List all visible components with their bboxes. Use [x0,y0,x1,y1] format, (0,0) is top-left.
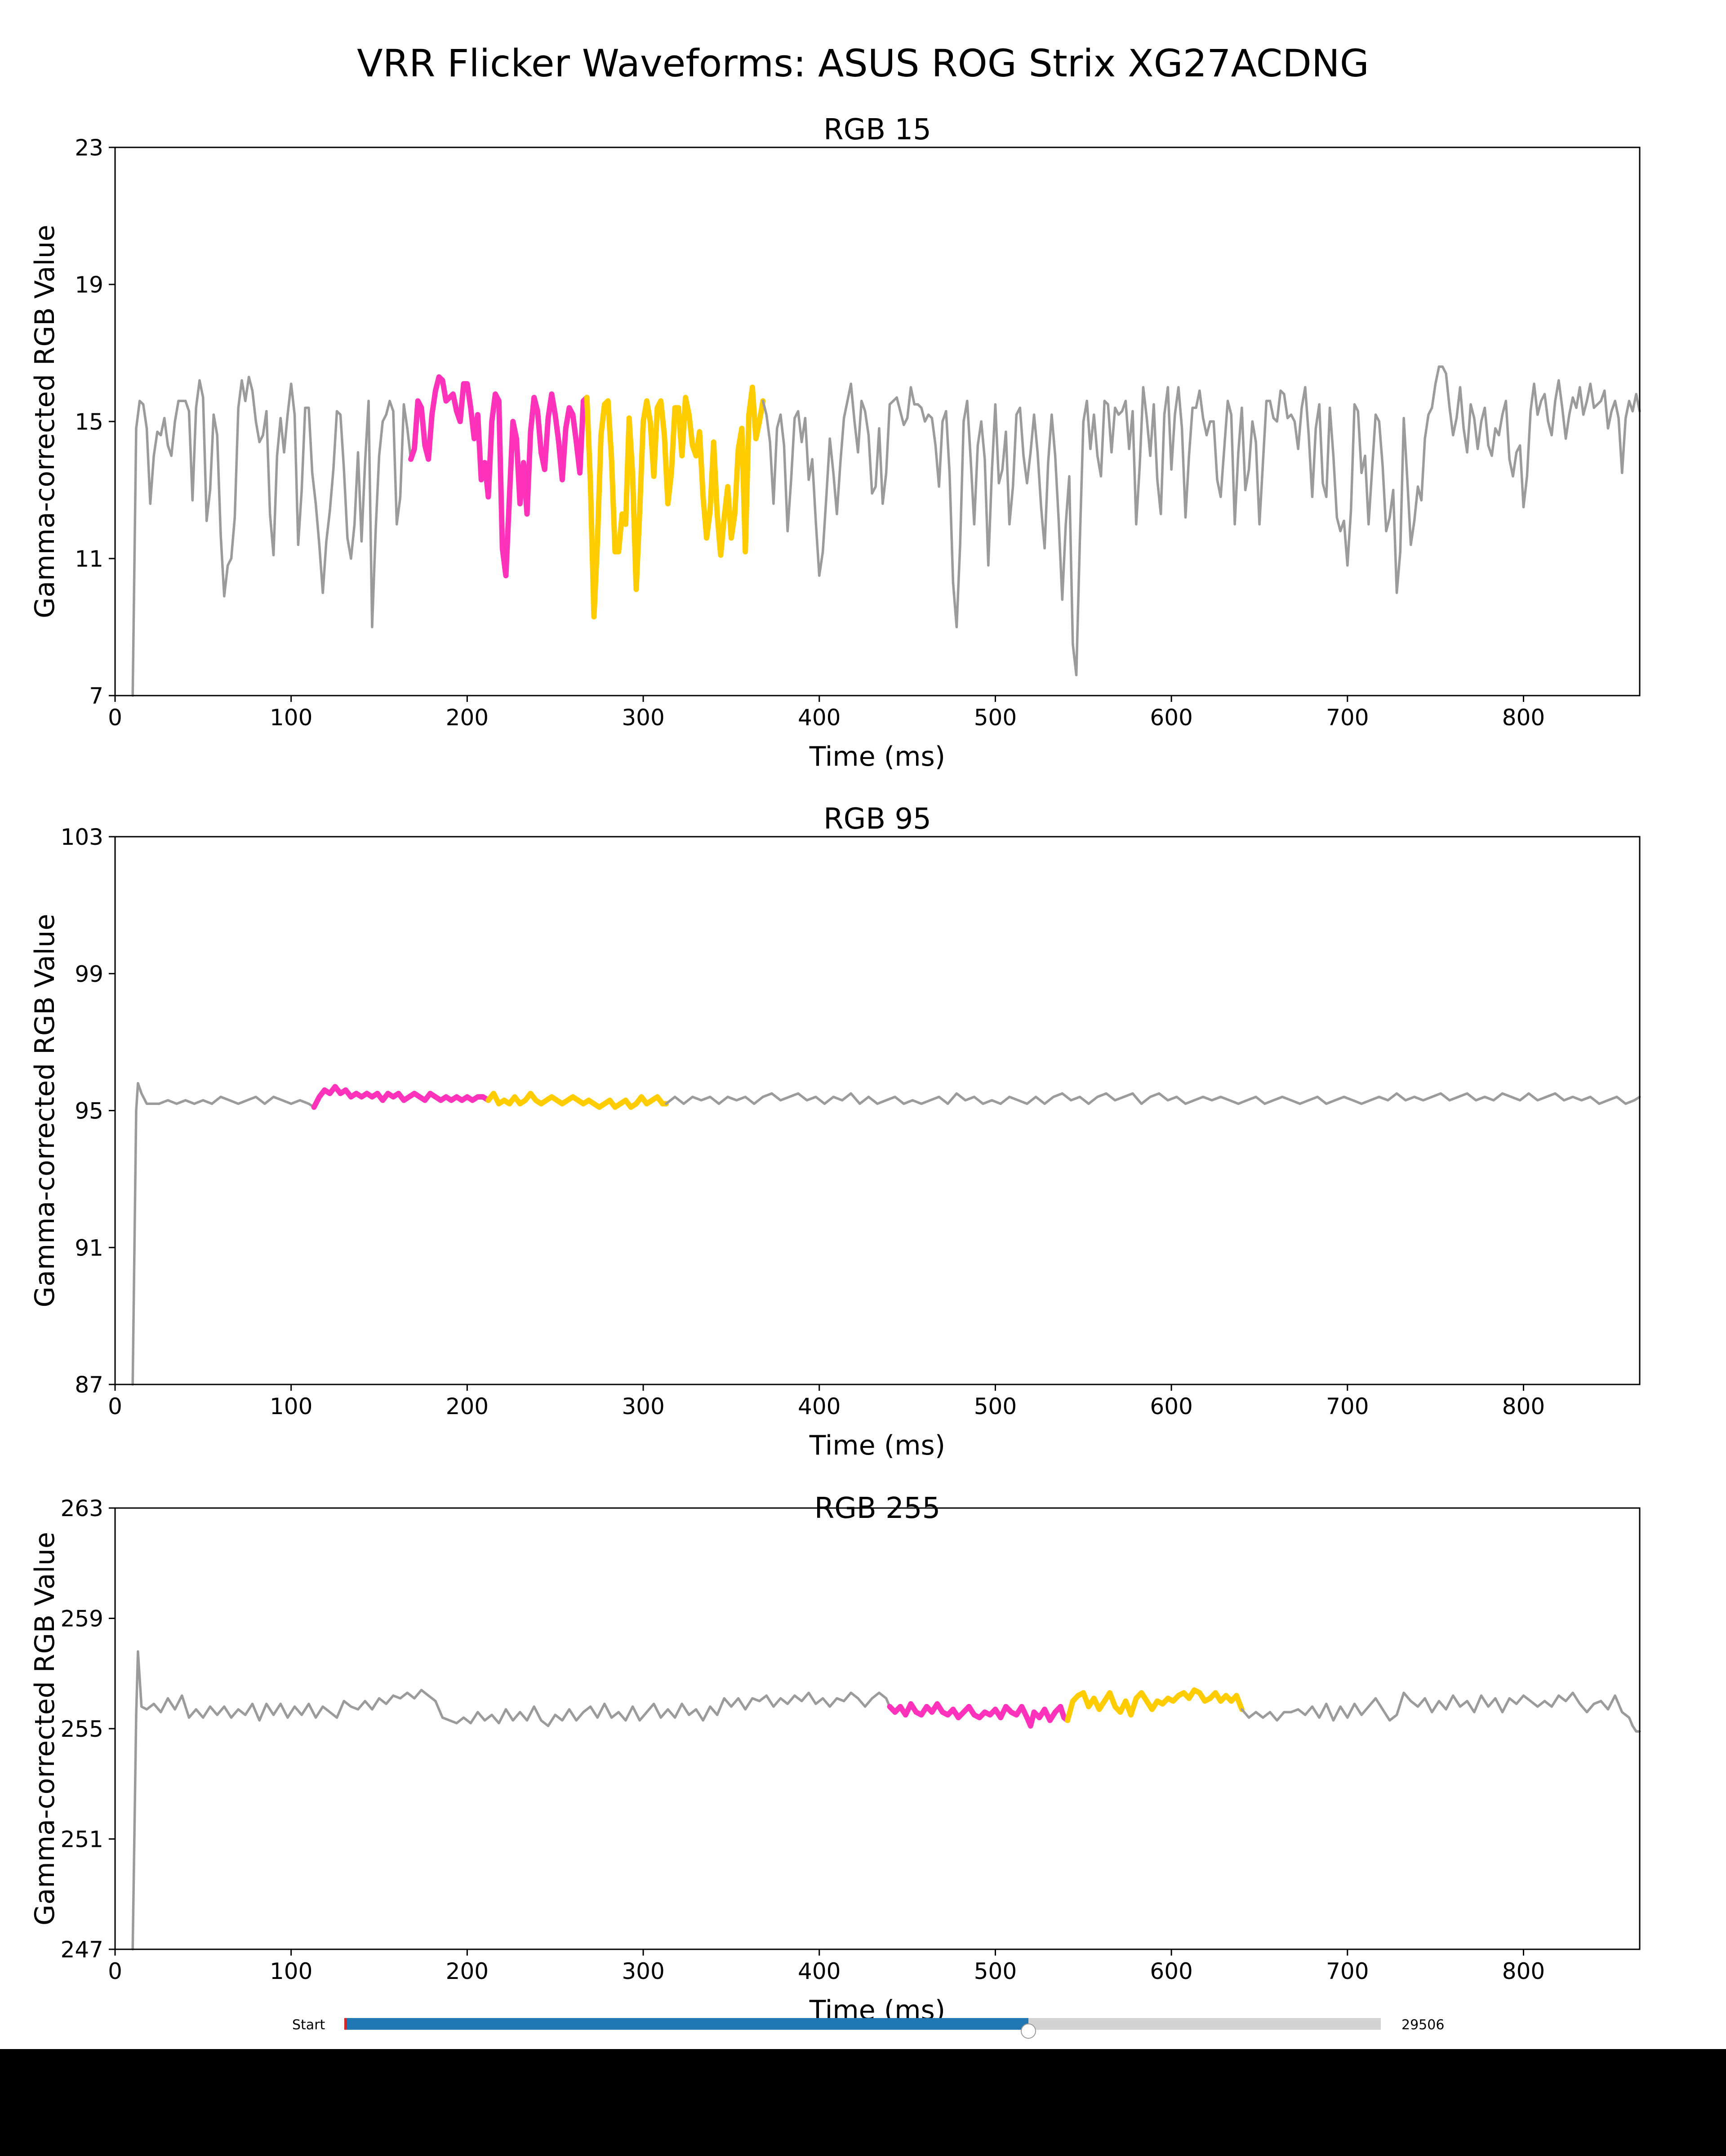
x-tick-label: 700 [1326,1958,1369,1984]
plot-frame-3 [114,1507,1641,1950]
x-tick-label: 0 [108,1958,122,1984]
x-tick-label: 200 [446,1958,489,1984]
plots-canvas: 0 100 200 300 400 500 600 700 800 7 11 15 19 23 RGB 15… [29,113,1641,2026]
y-tick-label: 87 [75,1372,103,1398]
x-tick-label: 100 [270,1393,312,1420]
subplot-title-2: RGB 95 [823,803,931,836]
slider-track[interactable] [344,2018,1381,2039]
series-line-1-2 [408,374,590,579]
x-tick-label: 100 [270,705,312,731]
y-tick-label: 11 [75,546,103,572]
series-line-3-4 [1241,1691,1641,1733]
y-tick-label: 263 [61,1495,103,1522]
x-tick-label: 100 [270,1958,312,1984]
x-tick-label: 500 [974,1393,1017,1420]
slider-value-label: 29506 [1401,2017,1445,2033]
subplot-title-3: RGB 255 [814,1492,940,1525]
black-bottom-bar [0,2049,1726,2156]
figure: VRR Flicker Waveforms: ASUS ROG Strix XG… [29,41,1641,2026]
x-tick-label: 800 [1502,705,1545,731]
x-tick-label: 600 [1150,1393,1192,1420]
x-tick-label: 0 [108,1393,122,1420]
y-tick-label: 19 [75,272,103,298]
x-tick-label: 700 [1326,1393,1369,1420]
y-tick-label: 95 [75,1098,103,1124]
series-line-1-1 [131,376,412,697]
series-line-2-4 [665,1092,1641,1105]
y-axis-label-1: Gamma-corrected RGB Value [29,225,61,618]
x-axis-label-1: Time (ms) [809,741,945,772]
x-tick-label: 300 [622,705,664,731]
x-tick-label: 200 [446,705,489,731]
plot-frame-1 [114,146,1641,696]
y-tick-label: 91 [75,1235,103,1261]
y-tick-label: 103 [61,824,103,850]
x-tick-label: 400 [798,705,841,731]
plot-frame-2 [114,836,1641,1385]
series-line-2-1 [131,1082,316,1386]
y-tick-label: 99 [75,961,103,987]
series-line-2-2 [311,1084,491,1110]
y-tick-label: 23 [75,135,103,161]
slider-handle[interactable] [1020,2023,1036,2039]
slider-start-marker [344,2018,347,2030]
x-tick-label: 800 [1502,1958,1545,1984]
series-line-2-3 [485,1091,669,1110]
y-tick-label: 7 [89,683,103,709]
x-axis-label-2: Time (ms) [809,1430,945,1461]
y-tick-label: 247 [61,1937,103,1963]
series-line-1-4 [761,365,1641,677]
x-tick-label: 500 [974,705,1017,731]
x-tick-label: 700 [1326,705,1369,731]
y-tick-label: 259 [61,1606,103,1632]
frame-slider[interactable]: Start 29506 [0,2011,1726,2039]
x-tick-label: 600 [1150,1958,1192,1984]
x-tick-label: 300 [622,1393,664,1420]
x-tick-label: 500 [974,1958,1017,1984]
y-axis-label-3: Gamma-corrected RGB Value [29,1532,61,1925]
series-line-1-3 [584,384,766,620]
x-tick-label: 800 [1502,1393,1545,1420]
y-tick-label: 15 [75,409,103,435]
series-line-3-3 [1065,1687,1245,1723]
x-tick-label: 300 [622,1958,664,1984]
series-line-3-1 [131,1650,891,1951]
slider-fill [344,2018,1028,2030]
x-tick-label: 200 [446,1393,489,1420]
x-tick-label: 600 [1150,705,1192,731]
series-line-3-2 [887,1701,1070,1729]
y-axis-label-2: Gamma-corrected RGB Value [29,914,61,1308]
x-tick-label: 400 [798,1958,841,1984]
x-tick-label: 400 [798,1393,841,1420]
y-tick-label: 251 [61,1827,103,1853]
slider-start-label: Start [292,2017,325,2033]
figure-title: VRR Flicker Waveforms: ASUS ROG Strix XG… [357,41,1369,85]
subplot-title-1: RGB 15 [823,113,931,146]
y-tick-label: 255 [61,1716,103,1742]
x-tick-label: 0 [108,705,122,731]
